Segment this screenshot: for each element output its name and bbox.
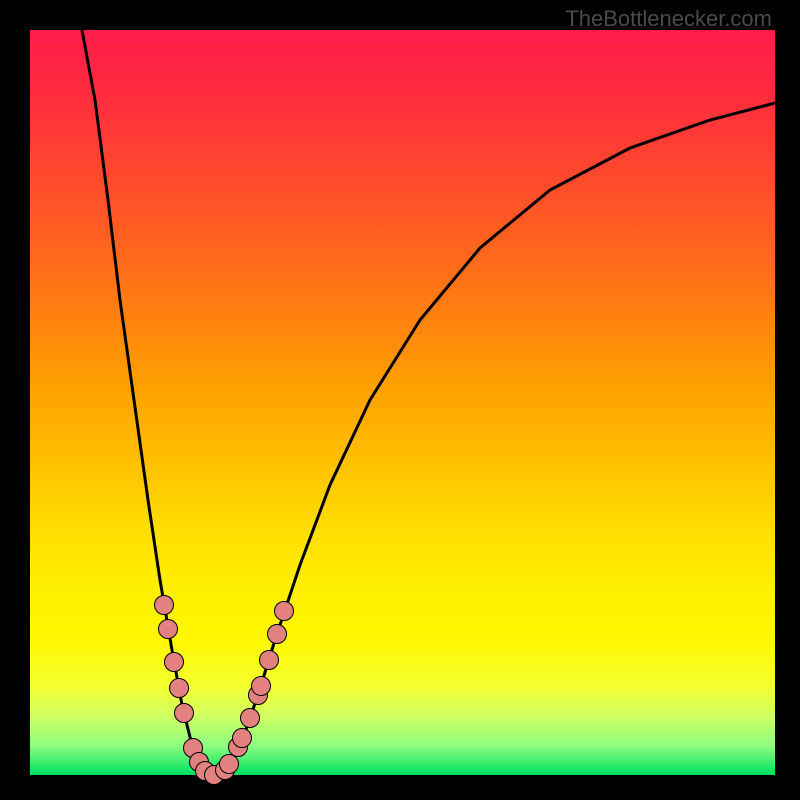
data-marker: [232, 728, 252, 748]
data-marker: [164, 652, 184, 672]
data-marker: [259, 650, 279, 670]
data-marker: [267, 624, 287, 644]
data-marker: [251, 676, 271, 696]
data-marker: [174, 703, 194, 723]
data-marker: [219, 754, 239, 774]
curve-right-branch: [214, 103, 775, 775]
data-marker: [158, 619, 178, 639]
data-marker: [154, 595, 174, 615]
data-marker: [169, 678, 189, 698]
data-marker: [274, 601, 294, 621]
curve-overlay: [0, 0, 800, 800]
curve-left-branch: [82, 30, 214, 775]
data-marker: [240, 708, 260, 728]
